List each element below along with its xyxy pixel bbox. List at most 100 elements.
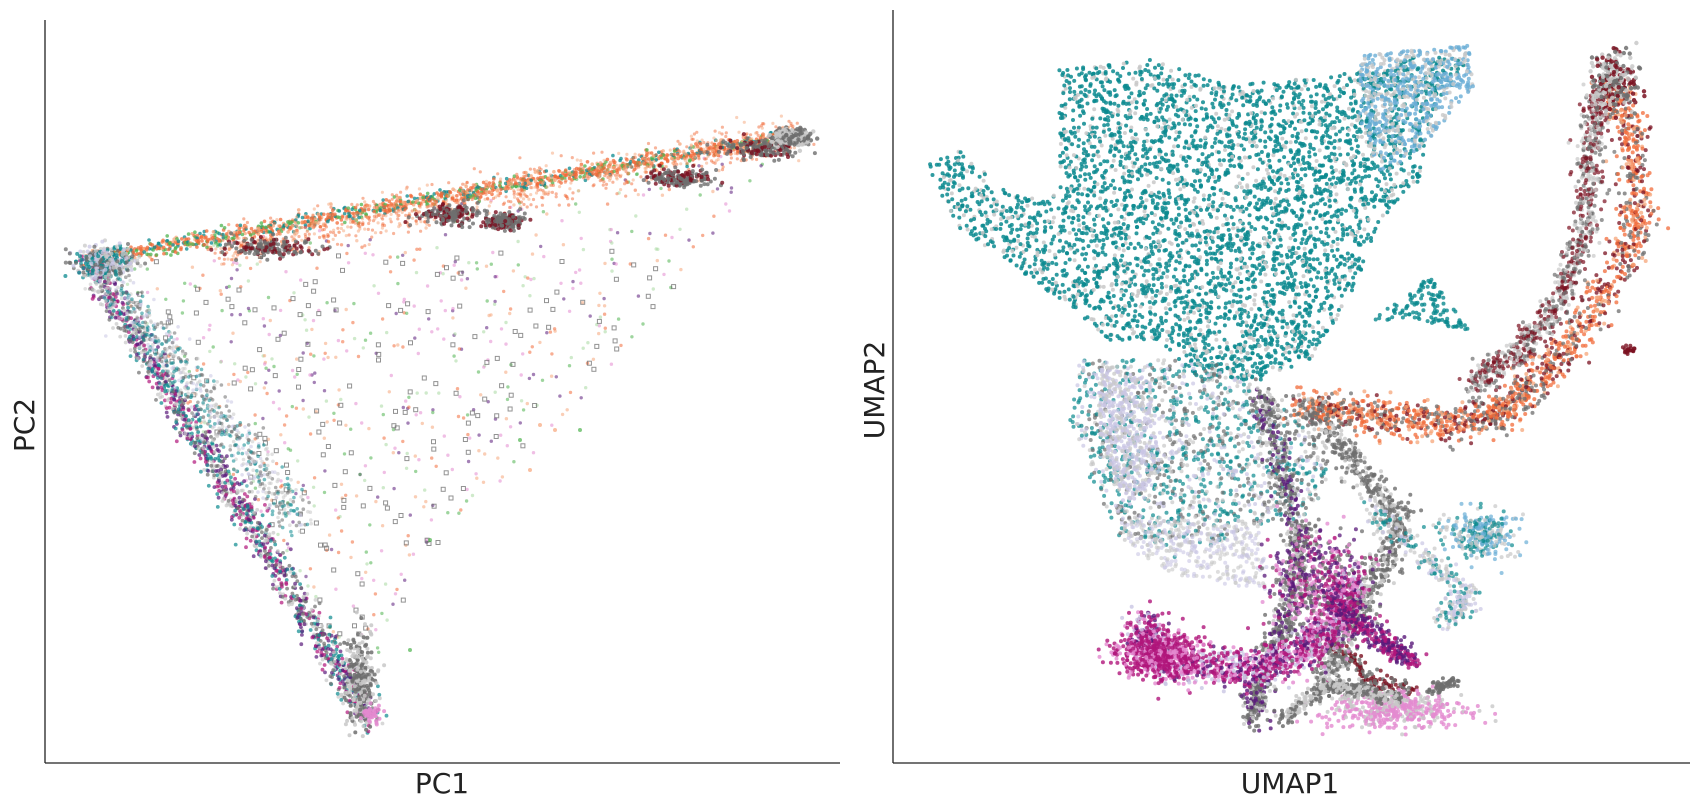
pca-point-square <box>347 383 353 389</box>
pca-point <box>111 326 115 330</box>
pca-point <box>673 165 678 170</box>
pca-point <box>522 178 526 182</box>
pca-point <box>483 452 487 456</box>
pca-point <box>578 175 582 179</box>
pca-point <box>355 203 359 207</box>
pca-point <box>227 223 231 227</box>
pca-point <box>572 168 577 172</box>
pca-point <box>676 156 680 161</box>
pca-point <box>406 199 411 204</box>
pca-point-square <box>431 503 437 509</box>
pca-point <box>646 141 651 146</box>
pca-point <box>425 284 430 288</box>
pca-point <box>382 205 387 209</box>
pca-point <box>253 228 257 232</box>
pca-point <box>376 495 380 499</box>
pca-point <box>539 244 543 249</box>
pca-point <box>375 646 380 650</box>
pca-point <box>293 233 297 237</box>
pca-point <box>219 223 224 228</box>
pca-point <box>272 364 276 369</box>
pca-point <box>790 154 795 159</box>
pca-point-square <box>425 309 431 315</box>
pca-point <box>532 276 536 281</box>
pca-point <box>355 239 359 243</box>
pca-point <box>541 175 545 179</box>
pca-point <box>402 300 406 304</box>
pca-point <box>798 131 803 136</box>
pca-point <box>523 275 527 279</box>
pca-point <box>372 206 376 210</box>
pca-point <box>614 262 618 266</box>
pca-point <box>463 182 467 187</box>
pca-point <box>308 241 312 245</box>
pca-point <box>462 190 466 194</box>
pca-point <box>404 466 409 470</box>
pca-point <box>521 408 526 412</box>
pca-point-square <box>360 503 366 509</box>
pca-point <box>484 192 488 196</box>
pca-point <box>372 209 377 214</box>
pca-point <box>583 178 588 183</box>
pca-point <box>398 195 402 200</box>
pca-point <box>579 281 583 285</box>
pca-point <box>142 250 146 254</box>
pca-point <box>466 459 471 464</box>
pca-point <box>255 262 259 266</box>
pca-point <box>533 185 538 189</box>
pca-point <box>304 574 308 579</box>
pca-point <box>492 185 496 190</box>
pca-point <box>509 200 513 204</box>
pca-point <box>161 245 166 250</box>
pca-point <box>540 203 545 207</box>
pca-point-square <box>257 347 263 353</box>
pca-point <box>281 252 286 257</box>
pca-point <box>464 499 469 503</box>
pca-point-square <box>331 567 337 573</box>
pca-point <box>413 212 418 217</box>
pca-point <box>666 153 670 157</box>
pca-point <box>213 251 217 255</box>
pca-point <box>617 168 621 172</box>
pca-point <box>350 207 355 211</box>
pca-point <box>644 154 648 158</box>
pca-point <box>668 148 672 152</box>
pca-point <box>475 476 479 480</box>
pca-point <box>481 480 486 484</box>
pca-point <box>286 250 291 255</box>
pca-point <box>720 162 724 166</box>
pca-point <box>698 193 702 197</box>
pca-point <box>452 354 456 358</box>
pca-point <box>702 141 706 145</box>
pca-point <box>742 120 746 124</box>
pca-point <box>276 242 281 247</box>
pca-point <box>262 354 267 358</box>
pca-point <box>528 182 532 186</box>
pca-point <box>258 235 263 239</box>
pca-point <box>522 216 527 221</box>
pca-point <box>368 523 372 527</box>
pca-point <box>339 529 344 533</box>
pca-point <box>287 563 292 568</box>
pca-point <box>297 234 301 239</box>
pca-point <box>370 228 375 232</box>
pca-point <box>356 354 361 359</box>
pca-point <box>682 149 686 153</box>
pca-point <box>568 187 572 191</box>
pca-point <box>639 175 643 179</box>
pca-point <box>595 174 600 178</box>
pca-point <box>360 421 364 425</box>
pca-point <box>345 251 349 256</box>
pca-point <box>510 185 515 189</box>
pca-point <box>325 246 330 251</box>
pca-point <box>411 552 416 556</box>
pca-point <box>525 401 529 406</box>
pca-point <box>238 379 242 384</box>
pca-point <box>685 172 690 177</box>
pca-point <box>118 326 123 331</box>
pca-point <box>206 483 211 488</box>
pca-point <box>602 158 606 162</box>
pca-point <box>459 222 464 227</box>
pca-point-square <box>482 396 488 402</box>
pca-point <box>388 255 392 259</box>
